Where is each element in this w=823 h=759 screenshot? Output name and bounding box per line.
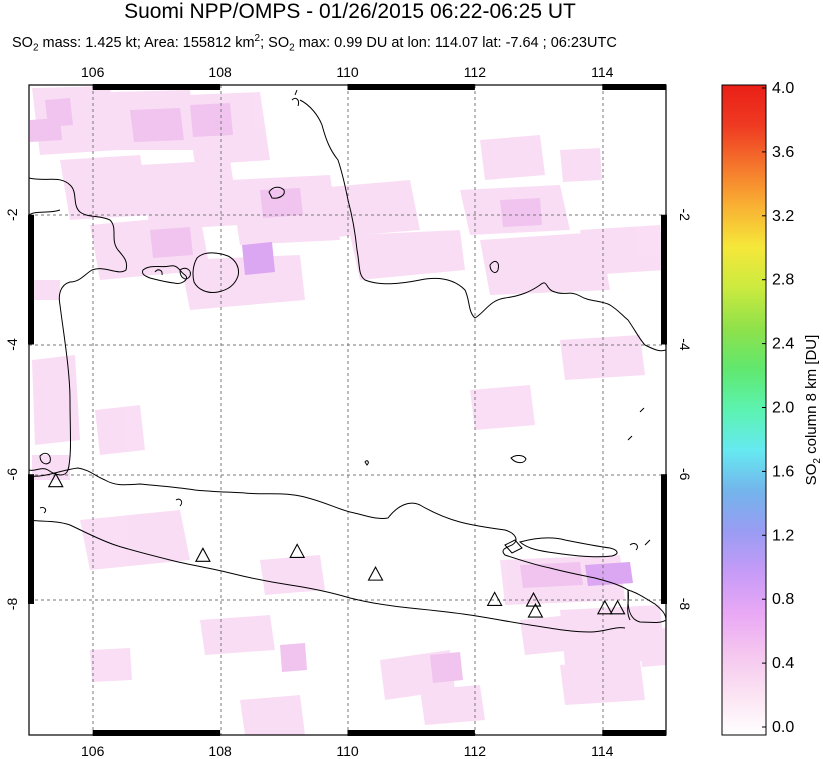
volcano-icon	[47, 472, 64, 488]
colorbar: 4.0 3.6 3.2 2.8 2.4 2.0 1.6 1.2 0.8 0.4 0.0 SO2 co…	[721, 80, 823, 736]
border-block	[92, 84, 221, 90]
border-block	[92, 730, 221, 736]
map-title: Suomi NPP/OMPS - 01/26/2015 06:22-06:25 …	[124, 0, 576, 23]
lon-tick-label-bottom: 110	[336, 743, 359, 759]
subtitle-subscript: 2	[289, 42, 295, 54]
lat-tick-label-left: -6	[4, 468, 20, 481]
lon-tick-label-bottom: 114	[591, 743, 614, 759]
subtitle-part: ; SO	[260, 34, 290, 51]
volcano-icon	[367, 565, 384, 581]
lat-tick-label-right: -8	[677, 598, 693, 611]
volcano-layer	[47, 472, 626, 618]
border-block	[661, 474, 667, 604]
so2-pixel-layer	[30, 86, 666, 735]
colorbar-tick-label: 2.8	[772, 272, 794, 289]
colorbar-gradient	[721, 84, 767, 736]
border-block	[28, 214, 34, 345]
colorbar-tick-label: 0.0	[772, 719, 794, 736]
lat-tick-label-right: -4	[677, 338, 693, 351]
colorbar-tick-label: 1.2	[772, 527, 794, 544]
volcano-icon	[596, 599, 613, 615]
border-block	[28, 474, 34, 604]
subtitle-part: max: 0.99 DU at lon: 114.07 lat: -7.64 ;…	[294, 34, 617, 51]
lon-tick-label-top: 106	[81, 64, 105, 80]
lon-tick-label-top: 112	[464, 64, 487, 80]
coastlines	[29, 89, 666, 633]
volcano-icon	[527, 602, 544, 618]
lon-tick-label-top: 108	[208, 64, 232, 80]
lat-tick-label-right: -6	[677, 468, 693, 481]
border-block	[602, 84, 666, 90]
subtitle-part: SO	[12, 34, 33, 51]
volcano-icon	[525, 591, 542, 607]
tick-labels: 106 106 108 108 110 110 112 112 114 114 -2 -2 -4 -4 -6…	[4, 64, 693, 759]
colorbar-tick-label: 3.2	[772, 208, 794, 225]
lat-tick-label-left: -2	[4, 208, 20, 221]
border-block	[602, 730, 666, 736]
border-block	[347, 730, 475, 736]
lon-tick-label-bottom: 108	[208, 743, 232, 759]
map-border-scale	[28, 84, 667, 736]
colorbar-tick-label: 1.6	[772, 463, 794, 480]
lon-tick-label-bottom: 112	[464, 743, 487, 759]
subtitle-part: mass: 1.425 kt; Area: 155812 km	[38, 34, 255, 51]
colorbar-tick-label: 2.4	[772, 336, 794, 353]
map-subtitle: SO2 mass: 1.425 kt; Area: 155812 km2; SO…	[12, 33, 617, 54]
volcano-icon	[194, 547, 211, 562]
volcano-icon	[486, 591, 503, 606]
lat-tick-label-left: -4	[4, 338, 20, 351]
colorbar-tick-label: 2.0	[772, 400, 794, 417]
colorbar-tick-label: 4.0	[772, 80, 794, 97]
colorbar-tick-label: 3.6	[772, 144, 794, 161]
colorbar-label: SO2 column 8 km [DU]	[803, 335, 823, 486]
lat-tick-label-right: -2	[677, 209, 693, 222]
volcano-icon	[289, 543, 306, 558]
colorbar-tick-label: 0.8	[772, 591, 794, 608]
volcano-icon	[609, 599, 626, 615]
colorbar-ticks: 4.0 3.6 3.2 2.8 2.4 2.0 1.6 1.2 0.8 0.4 0.0	[762, 80, 794, 736]
lon-tick-label-top: 114	[591, 64, 614, 80]
border-block	[347, 84, 475, 90]
graticule	[29, 85, 666, 735]
subtitle-subscript: 2	[32, 42, 39, 54]
lat-tick-label-left: -8	[4, 598, 20, 611]
border-block	[661, 214, 667, 345]
subtitle-superscript: 2	[254, 33, 261, 44]
lon-tick-label-bottom: 106	[81, 743, 105, 759]
colorbar-tick-label: 0.4	[772, 655, 794, 672]
lon-tick-label-top: 110	[336, 64, 359, 80]
